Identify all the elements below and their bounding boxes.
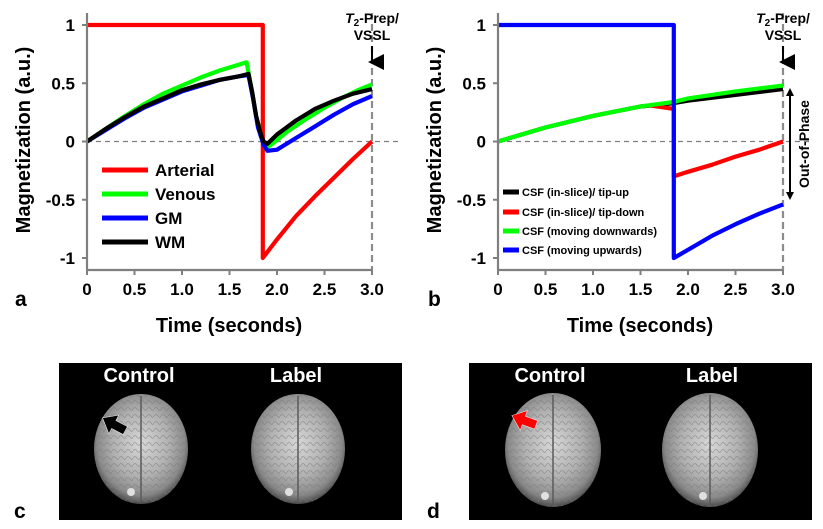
- y-tick-label-a-0: 1: [66, 16, 75, 35]
- arrow-c: [102, 414, 128, 435]
- panel-d-images: Control Label d: [427, 363, 812, 523]
- annotation-t2prep-a-line1: T2-Prep/: [345, 10, 399, 29]
- y-tick-label-a-1: 0.5: [51, 74, 75, 93]
- y-tick-label-b-2: 0: [477, 133, 486, 152]
- arrow-d: [511, 410, 538, 431]
- series-line-b-3: [498, 22, 784, 261]
- x-tick-label-b-0: 0: [493, 280, 502, 299]
- x-tick-label-b-2: 1.0: [581, 280, 605, 299]
- annotation-t2prep-b-line2: VSSL: [765, 27, 802, 43]
- annotation-t2prep-b-line1: T2-Prep/: [756, 10, 810, 29]
- x-axis-label-a: Time (seconds): [156, 315, 302, 337]
- x-tick-label-a-0: 0: [82, 280, 91, 299]
- x-tick-label-a-6: 3.0: [360, 280, 384, 299]
- legend-label-wm: WM: [155, 233, 185, 252]
- y-tick-label-b-1: 0.5: [462, 74, 486, 93]
- panel-label-a: a: [15, 288, 27, 311]
- x-tick-label-b-5: 2.5: [724, 280, 748, 299]
- legend-label-gm: GM: [155, 209, 182, 228]
- x-tick-label-b-4: 2.0: [676, 280, 700, 299]
- y-axis-label-a: Magnetization (a.u.): [13, 47, 35, 234]
- image-d-label-label: Label: [686, 365, 738, 387]
- annotation-t2prep-b: T2-Prep/ VSSL: [756, 10, 810, 70]
- out-of-phase-arrowhead-bottom: [786, 192, 794, 200]
- panel-c-images: Control Label c: [14, 363, 402, 523]
- annotation-t2prep-a-line2: VSSL: [354, 27, 391, 43]
- x-tick-label-b-1: 0.5: [534, 280, 558, 299]
- legend-label-tip-up: CSF (in-slice)/ tip-up: [522, 187, 629, 199]
- brain-c-control: [94, 394, 188, 504]
- y-tick-label-b-4: -1: [471, 249, 486, 268]
- x-tick-label-b-6: 3.0: [771, 280, 795, 299]
- x-tick-label-a-1: 0.5: [123, 280, 147, 299]
- x-tick-label-a-3: 1.5: [218, 280, 242, 299]
- panel-label-d: d: [427, 500, 440, 523]
- y-tick-label-b-3: -0.5: [457, 191, 486, 210]
- image-c-label-label: Label: [270, 365, 322, 387]
- legend-a: Arterial Venous GM WM: [102, 161, 215, 252]
- series-line-a-3: [85, 71, 373, 146]
- series-line-b-0: [497, 87, 784, 144]
- legend-label-arterial: Arterial: [155, 161, 215, 180]
- y-tick-label-a-3: -0.5: [46, 191, 75, 210]
- series-line-b-2: [497, 83, 784, 144]
- x-tick-label-a-5: 2.5: [313, 280, 337, 299]
- out-of-phase-arrowhead-top: [786, 88, 794, 96]
- series-line-a-0: [87, 22, 374, 261]
- legend-label-tip-down: CSF (in-slice)/ tip-down: [522, 207, 644, 219]
- legend-label-moving-down: CSF (moving downwards): [522, 226, 657, 238]
- x-axis-label-b: Time (seconds): [567, 315, 713, 337]
- series-line-a-1: [85, 60, 373, 151]
- x-tick-label-b-3: 1.5: [629, 280, 653, 299]
- y-tick-label-a-4: -1: [60, 249, 75, 268]
- legend-b: CSF (in-slice)/ tip-up CSF (in-slice)/ t…: [503, 187, 657, 257]
- out-of-phase-bracket: Out-of-Phase: [786, 88, 812, 200]
- image-d-control-label: Control: [514, 365, 585, 387]
- brain-d-label: [662, 393, 758, 507]
- y-tick-label-a-2: 0: [66, 133, 75, 152]
- y-axis-label-b: Magnetization (a.u.): [424, 47, 446, 234]
- image-c-control-label: Control: [103, 365, 174, 387]
- x-tick-label-a-2: 1.0: [170, 280, 194, 299]
- brain-d-control: [505, 393, 601, 507]
- legend-label-venous: Venous: [155, 185, 215, 204]
- plot-area-a: 1 0.5 0 -0.5 -1 0 0.5 1.0 1.5 2.0 2.5 3.0: [46, 13, 400, 299]
- annotation-t2prep-a: T2-Prep/ VSSL: [345, 10, 399, 70]
- out-of-phase-label: Out-of-Phase: [796, 100, 812, 188]
- panel-a-plot: Magnetization (a.u.) Time (seconds) 1 0.5…: [13, 10, 400, 337]
- y-tick-label-b-0: 1: [477, 16, 486, 35]
- plot-area-b: 1 0.5 0 -0.5 -1 0 0.5 1.0 1.5 2.0 2.5 3.0: [457, 13, 811, 299]
- panel-b-plot: Magnetization (a.u.) Time (seconds) 1 0.5…: [424, 10, 812, 337]
- panel-label-c: c: [14, 500, 26, 523]
- panel-label-b: b: [428, 288, 441, 311]
- x-tick-label-a-4: 2.0: [265, 280, 289, 299]
- brain-c-label: [251, 394, 345, 504]
- legend-label-moving-up: CSF (moving upwards): [522, 245, 642, 257]
